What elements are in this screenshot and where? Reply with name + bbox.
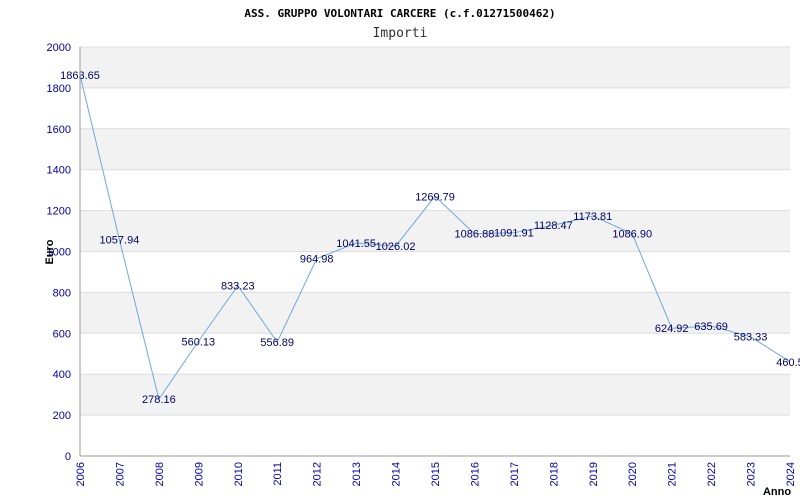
grid-band (80, 210, 790, 252)
x-tick-label: 2017 (509, 462, 521, 486)
grid-band (80, 47, 790, 88)
grid-lines (80, 46, 790, 416)
grid-band (80, 292, 790, 334)
y-tick-label: 1000 (47, 247, 71, 259)
grid-band (80, 374, 790, 416)
x-tick-label: 2016 (469, 462, 481, 486)
y-tick-label: 1600 (47, 124, 71, 136)
x-tick-label: 2022 (706, 462, 718, 486)
y-tick-label: 800 (53, 287, 71, 299)
data-label: 1026.02 (376, 241, 416, 253)
y-tick-label: 200 (53, 410, 71, 422)
data-label: 1086.88 (455, 229, 495, 241)
x-tick-label: 2011 (272, 462, 284, 486)
y-tick-label: 400 (53, 369, 71, 381)
data-label: 635.69 (694, 321, 728, 333)
y-tick-labels: 0 200 400 600 800 1000 1200 1400 1600 1800 2000 (47, 42, 71, 463)
x-tick-label: 2007 (114, 462, 126, 486)
data-label: 556.89 (260, 337, 294, 349)
chart-title: ASS. GRUPPO VOLONTARI CARCERE (c.f.01271… (244, 7, 555, 20)
x-axis-label: Anno (763, 486, 791, 498)
data-label: 1173.81 (573, 211, 612, 223)
y-axis-label: Euro (44, 239, 56, 264)
x-tick-label: 2006 (75, 462, 87, 486)
x-tick-labels: 2006 2007 2008 2009 2010 2011 2012 2013 2014 2015… (75, 462, 797, 486)
data-labels: 1863.651057.94278.16560.13833.23556.8996… (60, 70, 800, 406)
x-tick-label: 2023 (746, 462, 758, 486)
y-tick-label: 600 (53, 328, 71, 340)
data-label: 1057.94 (100, 235, 140, 247)
data-label: 833.23 (221, 281, 255, 293)
x-tick-label: 2012 (312, 462, 324, 486)
x-tick-label: 2009 (193, 462, 205, 486)
grid-bands (80, 47, 790, 416)
y-tick-label: 1800 (47, 83, 71, 95)
data-label: 1269.79 (415, 191, 455, 203)
data-label: 1091.91 (494, 228, 534, 240)
data-label: 278.16 (142, 394, 176, 406)
x-tick-label: 2010 (233, 462, 245, 486)
data-label: 560.13 (182, 336, 216, 348)
x-tick-label: 2008 (154, 462, 166, 486)
chart-subtitle: Importi (373, 26, 428, 41)
data-label: 460.5 (776, 357, 800, 369)
x-tick-label: 2015 (430, 462, 442, 486)
y-tick-label: 1400 (47, 165, 71, 177)
x-tick-label: 2019 (588, 462, 600, 486)
x-tick-label: 2018 (548, 462, 560, 486)
data-label: 1041.55 (336, 238, 376, 250)
data-label: 1128.47 (534, 220, 573, 232)
x-tick-label: 2014 (391, 462, 403, 486)
grid-band (80, 128, 790, 170)
data-label: 583.33 (734, 332, 768, 344)
data-label: 964.98 (300, 254, 334, 266)
y-tick-label: 1200 (47, 206, 71, 218)
x-tick-label: 2024 (785, 462, 797, 486)
data-label: 624.92 (655, 323, 689, 335)
series-line (79, 74, 791, 401)
y-tick-label: 2000 (47, 42, 71, 54)
y-tick-label: 0 (65, 451, 71, 463)
data-label: 1086.90 (612, 229, 652, 241)
x-tick-label: 2020 (627, 462, 639, 486)
x-tick-label: 2013 (351, 462, 363, 486)
x-tick-label: 2021 (667, 462, 679, 486)
